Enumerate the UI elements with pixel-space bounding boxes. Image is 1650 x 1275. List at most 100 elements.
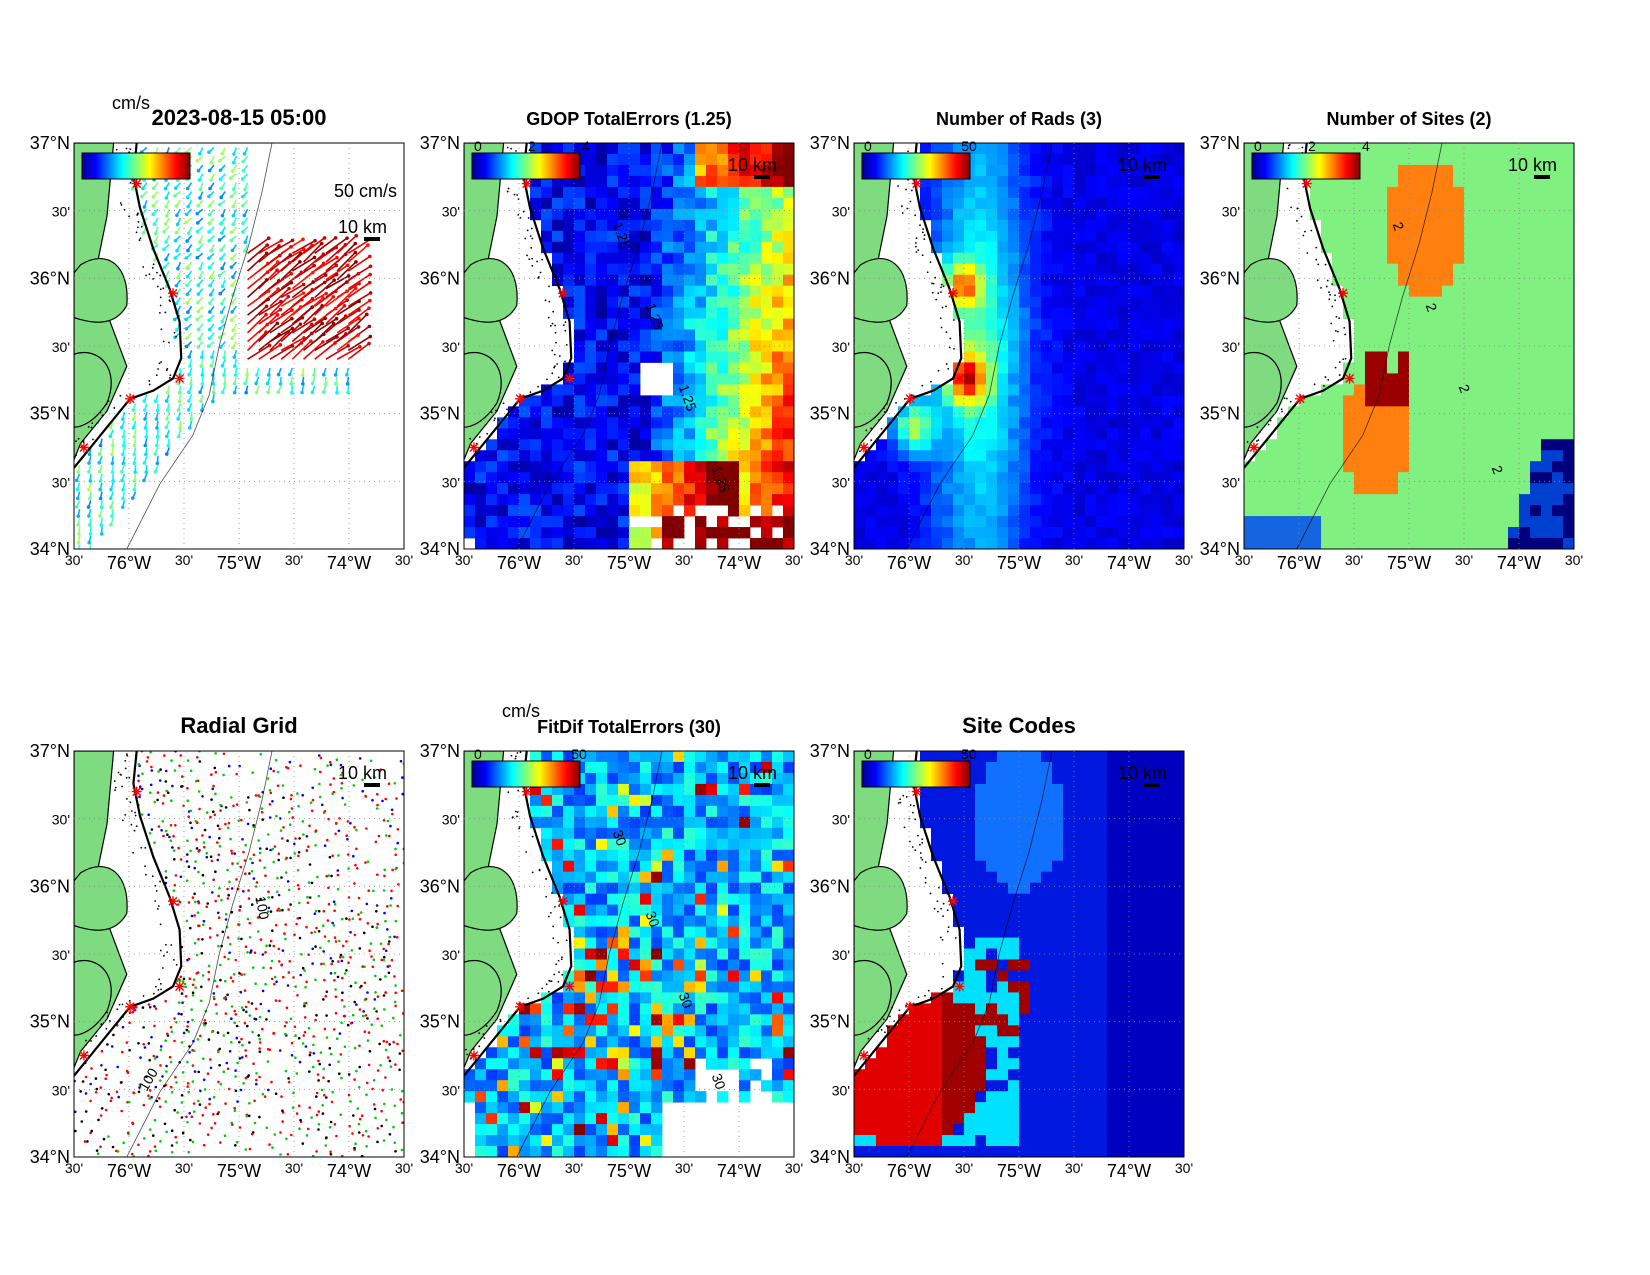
radial-grid-site-marker xyxy=(168,896,178,907)
gdop-site-marker xyxy=(558,288,568,299)
fitdif-site-marker xyxy=(558,896,568,907)
fitdif-lon-tick: 30' xyxy=(785,1160,803,1176)
gdop-lon-tick: 30' xyxy=(565,552,583,568)
total-vectors-lat-tick: 36°N xyxy=(30,268,70,288)
total-vectors-lon-tick: 30' xyxy=(175,552,193,568)
num-rads-lat-tick: 37°N xyxy=(810,133,850,153)
site-codes-lon-tick: 30' xyxy=(1065,1160,1083,1176)
fitdif-lat-tick: 30' xyxy=(442,1082,460,1098)
radial-grid-lon-tick: 74°W xyxy=(327,1161,371,1181)
radial-grid-lat-tick: 30' xyxy=(52,1082,70,1098)
num-sites-colorbar-tick: 0 xyxy=(1254,138,1262,154)
gdop-colorbar-tick: 0 xyxy=(474,138,482,154)
num-sites-lon-tick: 75°W xyxy=(1387,553,1431,573)
num-rads-lat-tick: 34°N xyxy=(810,539,850,559)
site-codes-lat-tick: 30' xyxy=(832,947,850,963)
num-rads-lat-tick: 30' xyxy=(832,204,850,220)
fitdif-site-marker xyxy=(515,1001,526,1012)
site-codes-scale-label: 10 km xyxy=(1118,763,1167,783)
fitdif-lat-tick: 36°N xyxy=(420,876,460,896)
total-vectors-lat-tick: 35°N xyxy=(30,404,70,424)
num-sites-site-marker xyxy=(1248,442,1259,453)
total-vectors-scale-label: 10 km xyxy=(338,217,387,237)
gdop-site-marker xyxy=(521,178,532,189)
num-sites-lat-tick: 30' xyxy=(1222,204,1240,220)
total-vectors-vectors xyxy=(74,146,373,549)
radial-grid-dots xyxy=(74,751,404,1157)
fitdif-colorbar-tick: 0 xyxy=(474,746,482,762)
radial-grid-lat-tick: 35°N xyxy=(30,1012,70,1032)
radial-grid-site-marker xyxy=(174,981,185,992)
site-codes-site-marker xyxy=(954,981,965,992)
num-sites-lat-tick: 36°N xyxy=(1200,268,1240,288)
fitdif-contour-label: 30 xyxy=(643,909,663,929)
panel-num-rads: 37°N30'36°N30'35°N30'34°N30' 76°W 30' 75°W 3… xyxy=(810,109,1193,573)
total-vectors-lon-tick: 30' xyxy=(285,552,303,568)
site-codes-lon-tick: 74°W xyxy=(1107,1161,1151,1181)
num-sites-colorbar: 0 2 4 xyxy=(1251,138,1370,180)
gdop-colorbar-tick: 4 xyxy=(582,138,590,154)
num-rads-site-marker xyxy=(905,393,916,404)
num-sites-land xyxy=(1244,143,1353,469)
gdop-lat-tick: 30' xyxy=(442,474,460,490)
num-sites-lat-tick: 30' xyxy=(1222,474,1240,490)
num-sites-lat-tick: 35°N xyxy=(1200,404,1240,424)
num-rads-heatmap xyxy=(854,143,1184,549)
num-sites-site-marker xyxy=(1338,288,1348,299)
site-codes-site-marker xyxy=(948,896,958,907)
gdop-lat-tick: 34°N xyxy=(420,539,460,559)
radial-grid-lon-tick: 30' xyxy=(395,1160,413,1176)
radial-grid-lon-tick: 30' xyxy=(285,1160,303,1176)
gdop-lat-tick: 30' xyxy=(442,339,460,355)
radial-grid-land xyxy=(74,751,183,1077)
num-rads-site-marker xyxy=(858,442,869,453)
fitdif-site-marker xyxy=(468,1050,479,1061)
num-rads-lat-tick: 35°N xyxy=(810,404,850,424)
gdop-site-marker xyxy=(515,393,526,404)
fitdif-colorbar-unit: cm/s xyxy=(502,701,540,721)
panel-site-codes: 37°N30'36°N30'35°N30'34°N30' 76°W 30' 75°W 3… xyxy=(810,713,1193,1181)
fitdif-colorbar: 0 50 cm/s xyxy=(471,701,587,788)
radial-grid-lon-tick: 75°W xyxy=(217,1161,261,1181)
total-vectors-lon-tick: 30' xyxy=(65,552,83,568)
num-rads-colorbar-tick: 50 xyxy=(961,138,977,154)
num-sites-heatmap xyxy=(1244,143,1574,549)
fitdif-lat-tick: 30' xyxy=(442,947,460,963)
gdop-lon-tick: 76°W xyxy=(497,553,541,573)
num-rads-site-marker xyxy=(954,373,965,384)
fitdif-colorbar-tick: 50 xyxy=(571,746,587,762)
num-sites-lat-tick: 37°N xyxy=(1200,133,1240,153)
fitdif-lon-tick: 30' xyxy=(565,1160,583,1176)
gdop-title: GDOP TotalErrors (1.25) xyxy=(526,109,731,129)
radial-grid-contour-label: 100 xyxy=(253,895,273,921)
fitdif-contour-label: 30 xyxy=(709,1071,729,1091)
total-vectors-lon-tick: 74°W xyxy=(327,553,371,573)
fitdif-lon-tick: 30' xyxy=(675,1160,693,1176)
fitdif-site-marker xyxy=(564,981,575,992)
panel-gdop: 1.251.251.251.2537°N30'36°N30'35°N30'34°… xyxy=(420,109,803,573)
site-codes-lat-tick: 30' xyxy=(832,812,850,828)
fitdif-lon-tick: 30' xyxy=(455,1160,473,1176)
total-vectors-lon-tick: 75°W xyxy=(217,553,261,573)
num-rads-lon-tick: 30' xyxy=(845,552,863,568)
total-vectors-site-marker xyxy=(78,442,89,453)
total-vectors-site-marker xyxy=(168,288,178,299)
total-vectors-lat-tick: 37°N xyxy=(30,133,70,153)
num-sites-site-marker xyxy=(1301,178,1312,189)
gdop-lat-tick: 36°N xyxy=(420,268,460,288)
num-rads-site-marker xyxy=(911,178,922,189)
radial-grid-site-marker xyxy=(78,1050,89,1061)
radial-grid-lat-tick: 30' xyxy=(52,947,70,963)
site-codes-site-marker xyxy=(905,1001,916,1012)
num-rads-lat-tick: 30' xyxy=(832,339,850,355)
fitdif-lon-tick: 75°W xyxy=(607,1161,651,1181)
radial-grid-lon-tick: 76°W xyxy=(107,1161,151,1181)
num-sites-site-marker xyxy=(1295,393,1306,404)
site-codes-lon-tick: 30' xyxy=(1175,1160,1193,1176)
num-rads-lon-tick: 74°W xyxy=(1107,553,1151,573)
num-sites-lon-tick: 76°W xyxy=(1277,553,1321,573)
total-vectors-lat-tick: 30' xyxy=(52,204,70,220)
total-vectors-lat-tick: 34°N xyxy=(30,539,70,559)
